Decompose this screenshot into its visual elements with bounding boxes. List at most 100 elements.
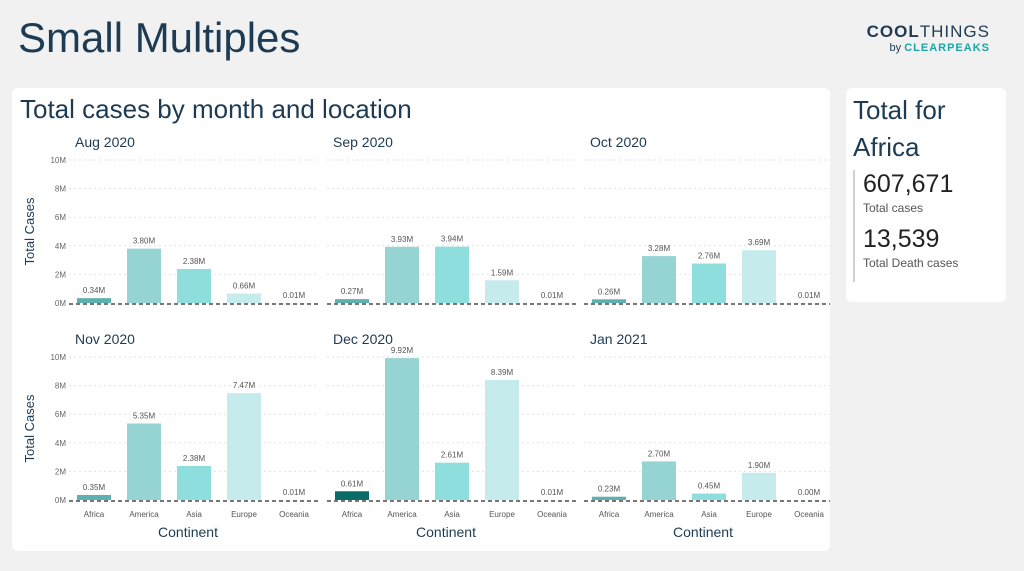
chart-panel-title: Total cases by month and location xyxy=(20,94,412,124)
panel-title: Sep 2020 xyxy=(333,134,393,150)
x-tick-label: America xyxy=(129,510,159,519)
bar-data-label: 9.92M xyxy=(391,346,414,355)
panel-title: Dec 2020 xyxy=(333,331,393,347)
bar-america xyxy=(642,256,676,303)
kpi-card: Total for Africa 607,671 Total cases 13,… xyxy=(846,88,1006,302)
panel-title: Aug 2020 xyxy=(75,134,135,150)
bar-europe xyxy=(485,280,519,303)
small-multiples-chart[interactable]: Aug 2020 0M 2M 4M 6M 8M 10M 0.34M 3.80M 2.38M 0.66… xyxy=(12,88,830,551)
y-axis-title: Total Cases xyxy=(22,394,37,462)
bar-africa xyxy=(335,491,369,500)
bar-africa xyxy=(592,496,626,500)
y-tick-label: 10M xyxy=(50,156,66,165)
chart-panel-oct-2020: Oct 2020 0.26M 3.28M 2.76M 3.69M 0.01M xyxy=(584,134,830,305)
coolthings-logo: COOLTHINGS by CLEARPEAKS xyxy=(867,22,990,54)
x-tick-label: Africa xyxy=(342,510,363,519)
logo-things: THINGS xyxy=(919,22,990,41)
bar-data-label: 0.61M xyxy=(341,479,364,488)
total-cases-label: Total cases xyxy=(863,201,924,215)
bar-data-label: 0.00M xyxy=(798,488,821,497)
total-deaths-value: 13,539 xyxy=(863,225,940,253)
bar-data-label: 0.45M xyxy=(698,482,721,491)
y-tick-label: 6M xyxy=(55,410,66,419)
logo-by: by xyxy=(889,41,905,54)
y-tick-label: 8M xyxy=(55,382,66,391)
bar-europe xyxy=(742,472,776,500)
bar-data-label: 1.59M xyxy=(491,268,514,277)
y-tick-label: 0M xyxy=(55,496,66,505)
x-tick-label: Asia xyxy=(701,510,717,519)
chart-panel-aug-2020: Aug 2020 0M 2M 4M 6M 8M 10M 0.34M 3.80M 2.38M 0.66… xyxy=(22,134,319,308)
bar-data-label: 0.01M xyxy=(283,291,306,300)
x-tick-label: America xyxy=(644,510,674,519)
kpi-card-title: Total for Africa xyxy=(853,95,946,162)
x-tick-label: America xyxy=(387,510,417,519)
bar-africa xyxy=(77,494,111,500)
chart-panel-jan-2021: Jan 2021 0.23M Africa 2.70M America 0.45M Asia… xyxy=(584,331,830,540)
chart-panel-sep-2020: Sep 2020 0.27M 3.93M 3.94M 1.59M 0.01M xyxy=(327,134,577,305)
page-title: Small Multiples xyxy=(18,14,301,61)
bar-data-label: 0.01M xyxy=(541,488,564,497)
bar-data-label: 2.61M xyxy=(441,451,464,460)
bar-data-label: 7.47M xyxy=(233,381,256,390)
bar-africa xyxy=(335,299,369,303)
y-tick-label: 8M xyxy=(55,185,66,194)
bar-data-label: 0.01M xyxy=(541,291,564,300)
bar-europe xyxy=(742,250,776,303)
bar-europe xyxy=(227,293,261,303)
bar-asia xyxy=(177,268,211,303)
bar-america xyxy=(385,358,419,500)
bar-data-label: 0.35M xyxy=(83,483,106,492)
panel-title: Jan 2021 xyxy=(590,331,648,347)
bar-asia xyxy=(435,246,469,303)
panel-title: Oct 2020 xyxy=(590,134,647,150)
bar-america xyxy=(642,461,676,500)
x-tick-label: Oceania xyxy=(537,510,567,519)
total-cases-value: 607,671 xyxy=(863,170,954,198)
bar-data-label: 0.26M xyxy=(598,287,621,296)
bar-america xyxy=(127,423,161,500)
bar-data-label: 3.93M xyxy=(391,235,414,244)
bar-data-label: 2.76M xyxy=(698,252,721,261)
bar-asia xyxy=(435,462,469,500)
x-tick-label: Africa xyxy=(599,510,620,519)
bar-data-label: 0.01M xyxy=(798,291,821,300)
bar-europe xyxy=(227,393,261,500)
y-tick-label: 2M xyxy=(55,467,66,476)
bar-asia xyxy=(692,493,726,500)
bar-america xyxy=(385,246,419,303)
y-tick-label: 4M xyxy=(55,439,66,448)
total-deaths-label: Total Death cases xyxy=(863,256,959,270)
x-tick-label: Europe xyxy=(746,510,772,519)
kpi-list: 607,671 Total cases 13,539 Total Death c… xyxy=(853,170,958,282)
x-tick-label: Asia xyxy=(444,510,460,519)
y-tick-label: 10M xyxy=(50,353,66,362)
bar-africa xyxy=(592,299,626,303)
bar-data-label: 2.70M xyxy=(648,449,671,458)
panel-title: Nov 2020 xyxy=(75,331,135,347)
logo-cool: COOL xyxy=(866,22,920,41)
y-tick-label: 6M xyxy=(55,213,66,222)
bar-asia xyxy=(692,263,726,303)
x-axis-title: Continent xyxy=(416,524,476,540)
x-axis-title: Continent xyxy=(158,524,218,540)
bar-asia xyxy=(177,465,211,500)
bar-data-label: 3.80M xyxy=(133,237,156,246)
x-axis-title: Continent xyxy=(673,524,733,540)
x-tick-label: Europe xyxy=(489,510,515,519)
bar-data-label: 1.90M xyxy=(748,461,771,470)
bar-data-label: 2.38M xyxy=(183,257,206,266)
bar-data-label: 0.34M xyxy=(83,286,106,295)
bar-data-label: 2.38M xyxy=(183,454,206,463)
bar-data-label: 8.39M xyxy=(491,368,514,377)
bar-data-label: 3.69M xyxy=(748,238,771,247)
x-tick-label: Europe xyxy=(231,510,257,519)
bar-data-label: 0.27M xyxy=(341,287,364,296)
chart-panel-nov-2020: Nov 2020 0M 2M 4M 6M 8M 10M 0.35M Africa 5.35M Ame… xyxy=(22,331,319,540)
bar-data-label: 5.35M xyxy=(133,411,156,420)
x-tick-label: Africa xyxy=(84,510,105,519)
bar-data-label: 0.66M xyxy=(233,282,256,291)
y-axis-title: Total Cases xyxy=(22,197,37,265)
bar-data-label: 3.28M xyxy=(648,244,671,253)
x-tick-label: Oceania xyxy=(279,510,309,519)
